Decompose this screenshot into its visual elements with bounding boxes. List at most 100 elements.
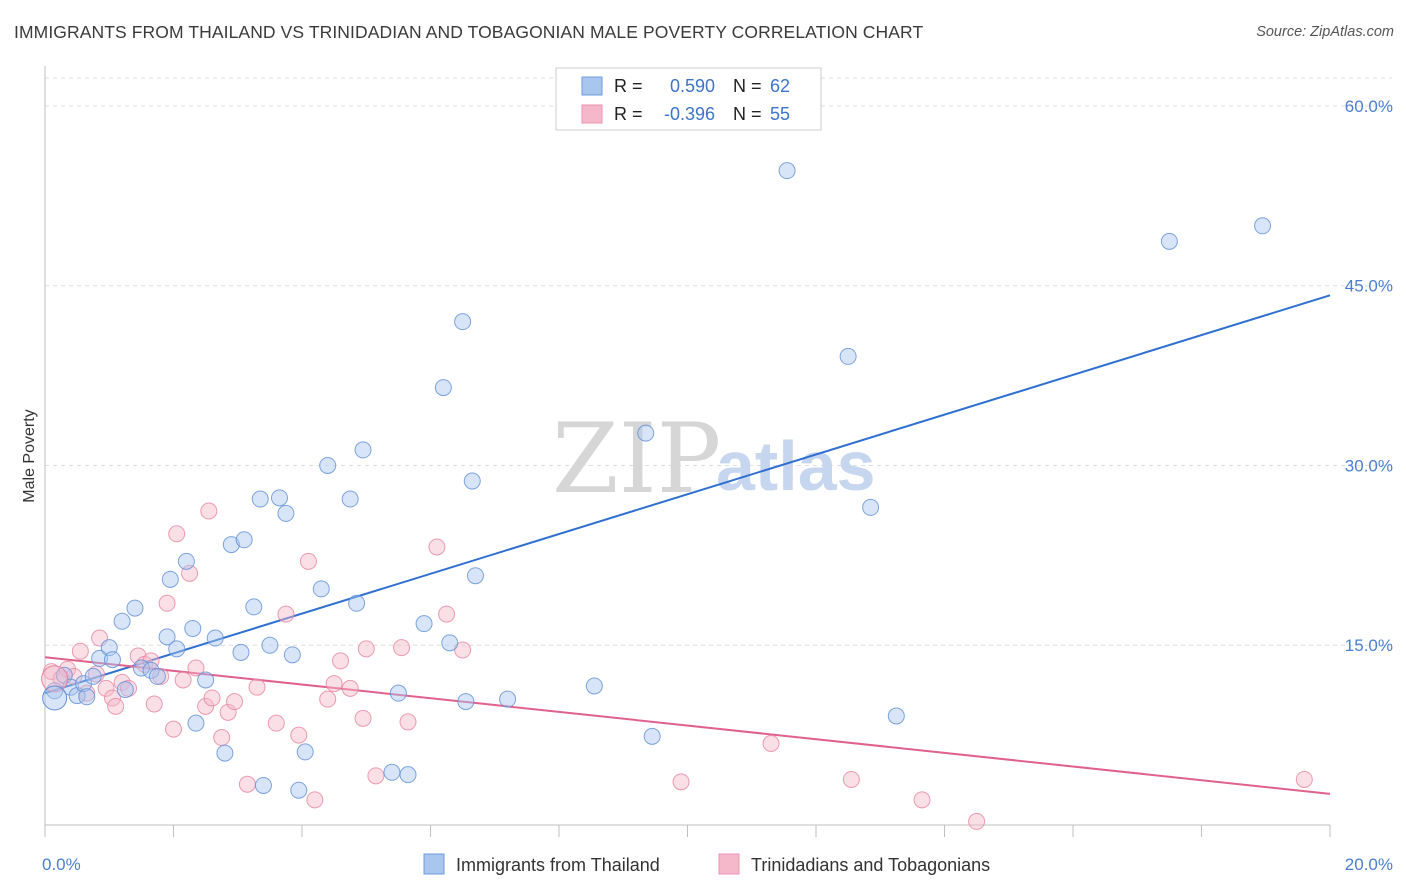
thailand-point-40	[348, 594, 366, 612]
thailand-point-10	[113, 612, 131, 630]
thailand-point-43	[389, 684, 407, 702]
watermark-zip: ZIP	[552, 403, 721, 515]
trinidad-point-36	[306, 791, 324, 809]
legend-r-label-0: R =	[614, 76, 643, 96]
thailand-point-25	[222, 536, 240, 554]
legend-r-value-0: 0.590	[670, 76, 715, 96]
legend-r-label-1: R =	[614, 104, 643, 124]
thailand-point-36	[296, 743, 314, 761]
series-legend-swatch-1	[718, 853, 740, 875]
trinidad-point-47	[438, 605, 456, 623]
trinidad-point-26	[203, 689, 221, 707]
trinidad-point-49	[672, 773, 690, 791]
thailand-point-29	[251, 490, 269, 508]
thailand-point-61	[1254, 217, 1272, 235]
thailand-point-33	[277, 504, 295, 522]
trinidad-point-43	[367, 767, 385, 785]
thailand-point-30	[254, 776, 272, 794]
thailand-point-4	[75, 675, 93, 693]
thailand-point-12	[126, 599, 144, 617]
y-tick-label-2: 45.0%	[1345, 277, 1393, 296]
thailand-point-42	[383, 763, 401, 781]
thailand-point-39	[341, 490, 359, 508]
y-tick-label-0: 15.0%	[1345, 636, 1393, 655]
trinidad-point-39	[332, 652, 350, 670]
trinidad-point-15	[142, 652, 160, 670]
thailand-point-48	[454, 313, 472, 331]
trinidad-point-45	[399, 713, 417, 731]
trinidad-point-52	[913, 791, 931, 809]
thailand-point-56	[778, 162, 796, 180]
thailand-point-26	[232, 643, 250, 661]
trinidad-point-50	[762, 735, 780, 753]
thailand-point-44	[399, 766, 417, 784]
watermark: ZIP atlas	[552, 403, 876, 515]
y-axis-label: Male Poverty	[21, 409, 38, 502]
trend-line-0	[44, 294, 1331, 695]
trinidad-point-16	[145, 695, 163, 713]
trinidad-point-33	[277, 605, 295, 623]
thailand-point-34	[283, 646, 301, 664]
watermark-atlas: atlas	[716, 427, 876, 505]
thailand-point-6	[78, 688, 96, 706]
trinidad-point-37	[319, 690, 337, 708]
tick-labels: 15.0% 30.0% 45.0% 60.0% 0.0% 20.0%	[42, 97, 1393, 874]
trinidad-point-54	[968, 812, 986, 830]
thailand-point-17	[161, 570, 179, 588]
trinidad-point-10	[107, 697, 125, 715]
thailand-point-28	[245, 598, 263, 616]
thailand-point-45	[415, 615, 433, 633]
legend-swatch-1	[581, 104, 603, 124]
thailand-point-19	[177, 552, 195, 570]
legend-r-value-1: -0.396	[664, 104, 715, 124]
thailand-point-52	[499, 690, 517, 708]
series-legend: Immigrants from Thailand Trinidadians and…	[423, 853, 990, 875]
trinidad-point-29	[226, 693, 244, 711]
trinidad-point-8	[97, 679, 115, 697]
thailand-point-21	[187, 714, 205, 732]
trinidad-point-48	[454, 641, 472, 659]
trinidad-point-25	[200, 502, 218, 520]
trinidad-point-19	[165, 720, 182, 738]
legend-n-label-1: N =	[733, 104, 762, 124]
thailand-point-49	[457, 693, 475, 711]
thailand-point-13	[132, 659, 150, 677]
trinidad-point-42	[357, 640, 375, 658]
trend-line-1	[44, 656, 1331, 795]
thailand-point-53	[585, 677, 603, 695]
thailand-cluster-point	[42, 685, 68, 711]
series-legend-label-0: Immigrants from Thailand	[456, 855, 660, 875]
thailand-point-23	[206, 629, 224, 647]
thailand-point-37	[312, 580, 330, 598]
thailand-point-46	[434, 379, 452, 397]
trinidad-point-24	[197, 697, 215, 715]
thailand-point-41	[354, 441, 372, 459]
thailand-point-55	[643, 727, 661, 745]
trend-lines	[44, 294, 1331, 795]
thailand-point-14	[142, 661, 160, 679]
thailand-point-38	[319, 456, 337, 474]
axes	[44, 66, 1331, 837]
y-tick-label-3: 60.0%	[1345, 97, 1393, 116]
trinidad-point-31	[248, 678, 266, 696]
legend-n-value-0: 62	[770, 76, 790, 96]
thailand-point-57	[839, 347, 857, 365]
trinidad-point-38	[325, 675, 343, 693]
thailand-point-5	[84, 667, 102, 685]
data-points	[41, 162, 1313, 830]
legend-n-value-1: 55	[770, 104, 790, 124]
legend-n-label-0: N =	[733, 76, 762, 96]
grid-lines	[45, 77, 1392, 646]
trinidad-point-21	[174, 671, 192, 689]
x-tick-label-0: 0.0%	[42, 855, 81, 874]
trinidad-point-40	[341, 679, 359, 697]
trinidad-point-23	[187, 659, 205, 677]
thailand-point-47	[441, 634, 459, 652]
trinidad-point-18	[158, 594, 176, 612]
trinidad-point-5	[78, 684, 96, 702]
series-legend-label-1: Trinidadians and Tobagonians	[751, 855, 990, 875]
trinidad-point-44	[393, 639, 411, 657]
trinidad-point-20	[168, 525, 186, 543]
trinidad-point-28	[219, 703, 237, 721]
trinidad-point-27	[213, 729, 231, 747]
